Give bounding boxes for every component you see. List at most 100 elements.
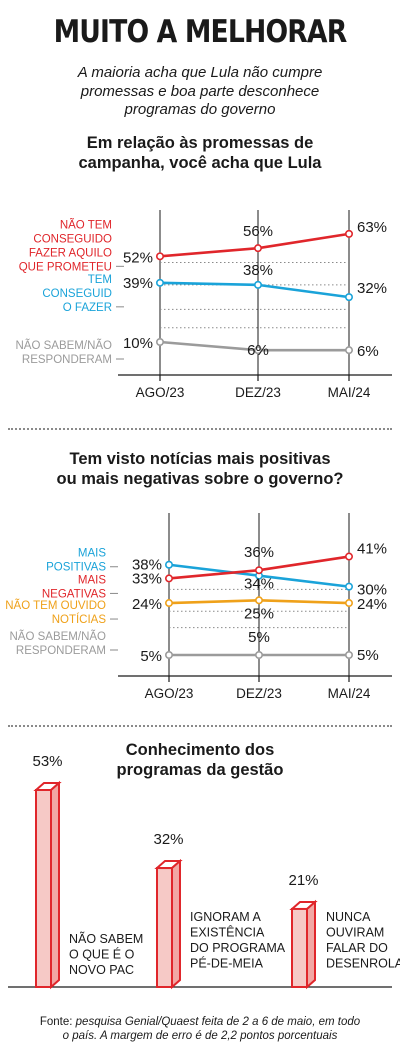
page-subtitle: A maioria acha que Lula não cumpre prome… [40,64,360,120]
bar-value-label: 53% [32,753,62,770]
bar-caption: OUVIRAM [326,926,384,940]
data-point [165,651,174,660]
bar-side [50,780,60,990]
data-label: 33% [132,570,162,587]
data-point [255,651,264,660]
subtitle-line: promessas e boa parte desconhece [80,82,320,100]
series-name: RESPONDERAM [16,645,106,657]
data-point [344,552,353,561]
series-name: NEGATIVAS [42,588,106,600]
chart2-title-line: ou mais negativas sobre o governo? [56,470,344,488]
data-point [255,596,264,605]
data-label: 36% [244,544,274,561]
data-point [344,293,353,302]
data-point [254,244,263,253]
data-point [255,566,264,575]
data-label: 5% [357,647,379,664]
series-name: MAIS [78,548,106,560]
series-name: CONSEGUID [42,288,112,300]
series-name: CONSEGUIDO [33,233,112,245]
chart1-title: Em relação às promessas de campanha, voc… [20,133,380,173]
data-point [254,346,263,355]
page-title: MUITO A MELHORAR [53,14,348,50]
bar-caption: DO PROGRAMA [190,941,286,955]
series-name: NÃO SABEM/NÃO [16,339,113,352]
data-label: 32% [357,280,387,297]
data-label: 24% [357,596,387,613]
data-point [344,346,353,355]
data-label: 5% [248,629,270,646]
data-label: 39% [123,275,153,292]
bar-caption: NÃO SABEM [69,932,143,946]
bar-value-label: 21% [288,872,318,889]
bar-side [171,858,181,990]
data-label: 5% [140,648,162,665]
series-name: NÃO SABEM/NÃO [10,630,107,643]
x-tick-label: DEZ/23 [236,686,282,701]
series-name: POSITIVAS [46,562,106,574]
x-tick-label: MAI/24 [328,385,371,400]
subtitle-line: programas do governo [124,101,276,118]
data-label: 6% [357,343,379,360]
bar-caption: IGNORAM A [190,910,262,924]
x-tick-label: AGO/23 [136,385,185,400]
bar-caption: NOVO PAC [69,963,134,977]
chart-promessas: AGO/23 DEZ/23 MAI/24 52% 56% 63% NÃO TEM CONSEG… [16,210,392,400]
x-tick-label: MAI/24 [328,686,371,701]
data-point [344,582,353,591]
chart3-title: Conhecimento dos programas da gestão [20,740,380,780]
data-label: 56% [243,223,273,240]
bar-caption: NUNCA [326,910,371,924]
data-label: 38% [132,557,162,574]
bar-caption: PÉ-DE-MEIA [190,956,264,971]
data-point [344,229,353,238]
data-label: 41% [357,541,387,558]
data-label: 24% [132,596,162,613]
data-label: 34% [244,576,274,593]
bar-side [306,899,316,990]
source-text: o país. A margem de erro é de 2,2 pontos… [62,1030,338,1042]
data-label: 10% [123,335,153,352]
series-name: QUE PROMETEU [19,261,112,273]
bar [35,789,52,988]
data-point [344,599,353,608]
bar [156,867,173,988]
data-point [165,574,174,583]
bar-caption: EXISTÊNCIA [190,925,265,940]
data-label: 38% [243,262,273,279]
x-tick-label: AGO/23 [145,686,194,701]
series-name: RESPONDERAM [22,354,112,366]
data-label: 52% [123,249,153,266]
source-prefix: Fonte: [39,1016,76,1028]
bar-caption: FALAR DO [326,941,388,955]
data-point [344,651,353,660]
data-label: 63% [357,219,387,236]
chart1-title-line: Em relação às promessas de [86,134,314,152]
data-point [165,599,174,608]
data-point [156,252,165,261]
data-label: 6% [247,342,269,359]
series-name: FAZER AQUILO [29,247,112,259]
series-name: NOTÍCIAS [52,613,107,626]
series-name: O FAZER [63,302,112,314]
bar-caption: O QUE É O [69,947,135,962]
series-name: MAIS [78,574,106,586]
subtitle-line: A maioria acha que Lula não cumpre [77,64,323,81]
x-tick-label: DEZ/23 [235,385,281,400]
bar-caption: DESENROLA [326,957,400,971]
series-name: NÃO TEM OUVIDO [5,599,106,612]
bar [291,907,308,988]
data-point [156,278,165,287]
section-divider [8,428,392,430]
data-label: 30% [357,582,387,599]
chart2-title: Tem visto notícias mais positivas ou mai… [20,449,380,489]
data-point [254,280,263,289]
source-text: pesquisa Genial/Quaest feita de 2 a 6 de… [75,1016,361,1028]
series-name: TEM [88,274,112,286]
chart3-title-line: programas da gestão [116,761,284,779]
series-name: NÃO TEM [60,218,112,231]
chart2-title-line: Tem visto notícias mais positivas [69,450,331,468]
bar-value-label: 32% [153,831,183,848]
